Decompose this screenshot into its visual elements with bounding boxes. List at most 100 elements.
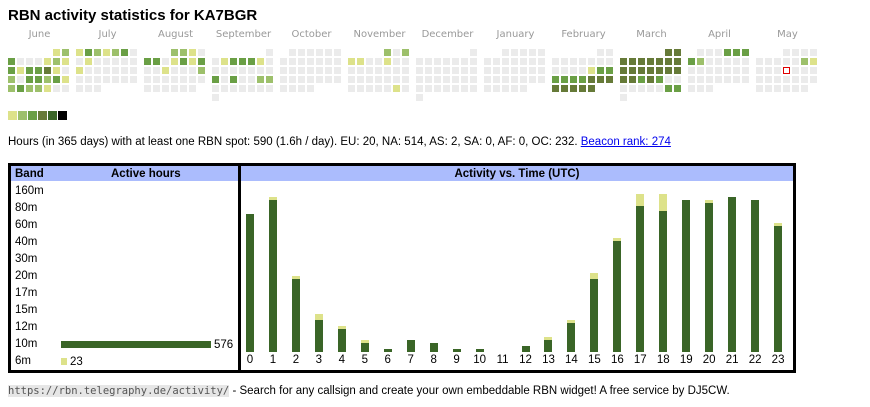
day-cell[interactable] (783, 58, 790, 65)
day-cell[interactable] (334, 76, 341, 83)
day-cell[interactable] (348, 85, 355, 92)
day-cell[interactable] (579, 67, 586, 74)
day-cell[interactable] (774, 76, 781, 83)
day-cell[interactable] (647, 58, 654, 65)
day-cell[interactable] (470, 49, 477, 56)
day-cell[interactable] (384, 49, 391, 56)
day-cell[interactable] (597, 76, 604, 83)
day-cell[interactable] (674, 58, 681, 65)
day-cell[interactable] (484, 58, 491, 65)
day-cell[interactable] (461, 67, 468, 74)
day-cell[interactable] (280, 58, 287, 65)
day-cell[interactable] (470, 58, 477, 65)
day-cell[interactable] (162, 58, 169, 65)
day-cell[interactable] (280, 85, 287, 92)
day-cell[interactable] (130, 49, 137, 56)
day-cell[interactable] (688, 58, 695, 65)
day-cell[interactable] (357, 76, 364, 83)
day-cell[interactable] (579, 85, 586, 92)
day-cell[interactable] (8, 67, 15, 74)
day-cell[interactable] (393, 67, 400, 74)
day-cell[interactable] (76, 58, 83, 65)
day-cell[interactable] (316, 58, 323, 65)
day-cell[interactable] (144, 58, 151, 65)
day-cell[interactable] (230, 76, 237, 83)
day-cell[interactable] (298, 85, 305, 92)
day-cell[interactable] (443, 67, 450, 74)
day-cell[interactable] (266, 76, 273, 83)
day-cell[interactable] (94, 67, 101, 74)
day-cell[interactable] (239, 67, 246, 74)
day-cell[interactable] (257, 85, 264, 92)
day-cell[interactable] (94, 58, 101, 65)
day-cell[interactable] (307, 58, 314, 65)
day-cell[interactable] (171, 76, 178, 83)
day-cell[interactable] (620, 58, 627, 65)
day-cell[interactable] (180, 58, 187, 65)
day-cell[interactable] (665, 49, 672, 56)
day-cell[interactable] (493, 58, 500, 65)
day-cell[interactable] (198, 58, 205, 65)
day-cell[interactable] (783, 76, 790, 83)
day-cell[interactable] (298, 49, 305, 56)
day-cell[interactable] (493, 85, 500, 92)
day-cell[interactable] (325, 67, 332, 74)
day-cell[interactable] (570, 76, 577, 83)
day-cell[interactable] (552, 76, 559, 83)
day-cell[interactable] (552, 67, 559, 74)
day-cell[interactable] (674, 76, 681, 83)
day-cell[interactable] (375, 58, 382, 65)
day-cell[interactable] (706, 85, 713, 92)
day-cell[interactable] (443, 58, 450, 65)
day-cell[interactable] (239, 85, 246, 92)
day-cell[interactable] (647, 85, 654, 92)
day-cell[interactable] (171, 67, 178, 74)
day-cell[interactable] (289, 67, 296, 74)
day-cell[interactable] (76, 49, 83, 56)
day-cell[interactable] (26, 76, 33, 83)
day-cell[interactable] (511, 76, 518, 83)
day-cell[interactable] (289, 49, 296, 56)
day-cell[interactable] (357, 85, 364, 92)
day-cell[interactable] (298, 76, 305, 83)
day-cell[interactable] (153, 85, 160, 92)
day-cell[interactable] (17, 76, 24, 83)
day-cell[interactable] (221, 85, 228, 92)
day-cell[interactable] (733, 58, 740, 65)
day-cell[interactable] (765, 67, 772, 74)
day-cell[interactable] (520, 58, 527, 65)
day-cell[interactable] (443, 85, 450, 92)
day-cell[interactable] (212, 58, 219, 65)
day-cell[interactable] (307, 76, 314, 83)
day-cell[interactable] (162, 85, 169, 92)
day-cell[interactable] (257, 67, 264, 74)
day-cell[interactable] (280, 76, 287, 83)
day-cell[interactable] (597, 49, 604, 56)
day-cell[interactable] (334, 49, 341, 56)
day-cell[interactable] (638, 76, 645, 83)
day-cell[interactable] (715, 67, 722, 74)
day-cell[interactable] (656, 85, 663, 92)
day-cell[interactable] (44, 58, 51, 65)
day-cell[interactable] (8, 76, 15, 83)
day-cell[interactable] (810, 58, 817, 65)
day-cell[interactable] (452, 85, 459, 92)
day-cell[interactable] (561, 67, 568, 74)
day-cell[interactable] (674, 85, 681, 92)
day-cell[interactable] (688, 76, 695, 83)
day-cell[interactable] (511, 58, 518, 65)
day-cell[interactable] (588, 67, 595, 74)
day-cell[interactable] (561, 76, 568, 83)
day-cell[interactable] (366, 58, 373, 65)
day-cell[interactable] (316, 67, 323, 74)
day-cell[interactable] (656, 58, 663, 65)
day-cell[interactable] (606, 49, 613, 56)
day-cell[interactable] (212, 94, 219, 101)
day-cell[interactable] (511, 49, 518, 56)
day-cell[interactable] (674, 49, 681, 56)
day-cell[interactable] (180, 49, 187, 56)
day-cell[interactable] (638, 67, 645, 74)
day-cell[interactable] (162, 76, 169, 83)
day-cell[interactable] (742, 49, 749, 56)
day-cell[interactable] (529, 49, 536, 56)
